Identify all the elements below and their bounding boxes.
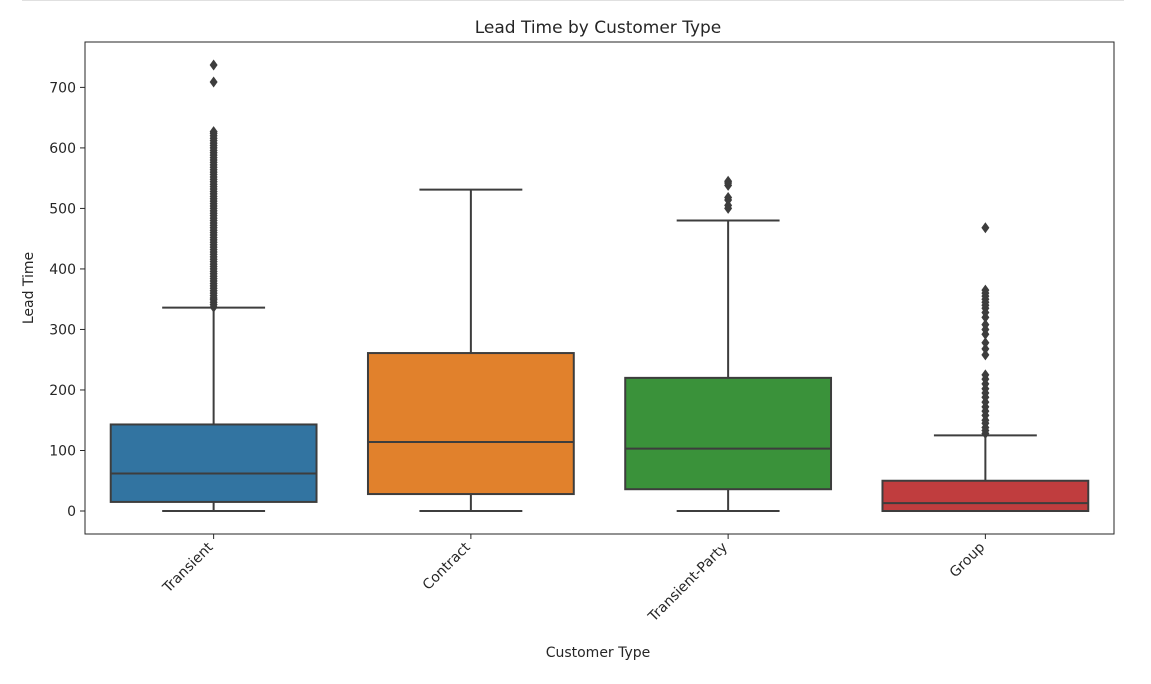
y-tick-label: 0 — [67, 504, 76, 520]
box — [109, 423, 318, 503]
y-tick-label: 300 — [49, 322, 76, 338]
y-tick-label: 200 — [49, 383, 76, 399]
outlier-point — [724, 192, 733, 204]
outlier-point — [209, 76, 218, 88]
plot-frame — [84, 41, 1115, 535]
outlier-point — [209, 126, 218, 138]
box — [881, 479, 1090, 513]
x-tick-label: Transient-Party — [645, 540, 731, 626]
outlier-point — [981, 319, 990, 331]
y-axis: 0 100 200 300 400 500 600 700 — [49, 80, 85, 520]
x-axis-label: Customer Type — [546, 645, 651, 661]
outlier-point — [981, 222, 990, 234]
outlier-point — [981, 349, 990, 361]
box — [624, 376, 833, 491]
y-tick-label: 600 — [49, 141, 76, 157]
outlier-point — [981, 369, 990, 381]
outlier-point — [724, 175, 733, 187]
y-tick-label: 400 — [49, 262, 76, 278]
outlier-point — [981, 284, 990, 296]
box-group-contract — [366, 188, 575, 513]
x-axis: Transient Contract Transient-Party Group — [159, 534, 988, 626]
x-tick-label: Group — [947, 539, 989, 581]
outlier-point — [981, 337, 990, 349]
box-group-group — [881, 222, 1090, 513]
x-tick-label: Contract — [420, 539, 474, 593]
y-tick-label: 700 — [49, 80, 76, 96]
box-group-transient — [109, 59, 318, 513]
x-tick-label: Transient — [159, 539, 217, 597]
notebook-cell-border — [22, 0, 1124, 1]
box-group-transient-party — [624, 175, 833, 513]
outlier-point — [209, 59, 218, 71]
chart-title: Lead Time by Customer Type — [475, 18, 722, 38]
outlier-point — [981, 343, 990, 355]
y-axis-label: Lead Time — [21, 252, 37, 324]
y-tick-label: 500 — [49, 201, 76, 217]
y-tick-label: 100 — [49, 443, 76, 459]
box — [366, 352, 575, 496]
